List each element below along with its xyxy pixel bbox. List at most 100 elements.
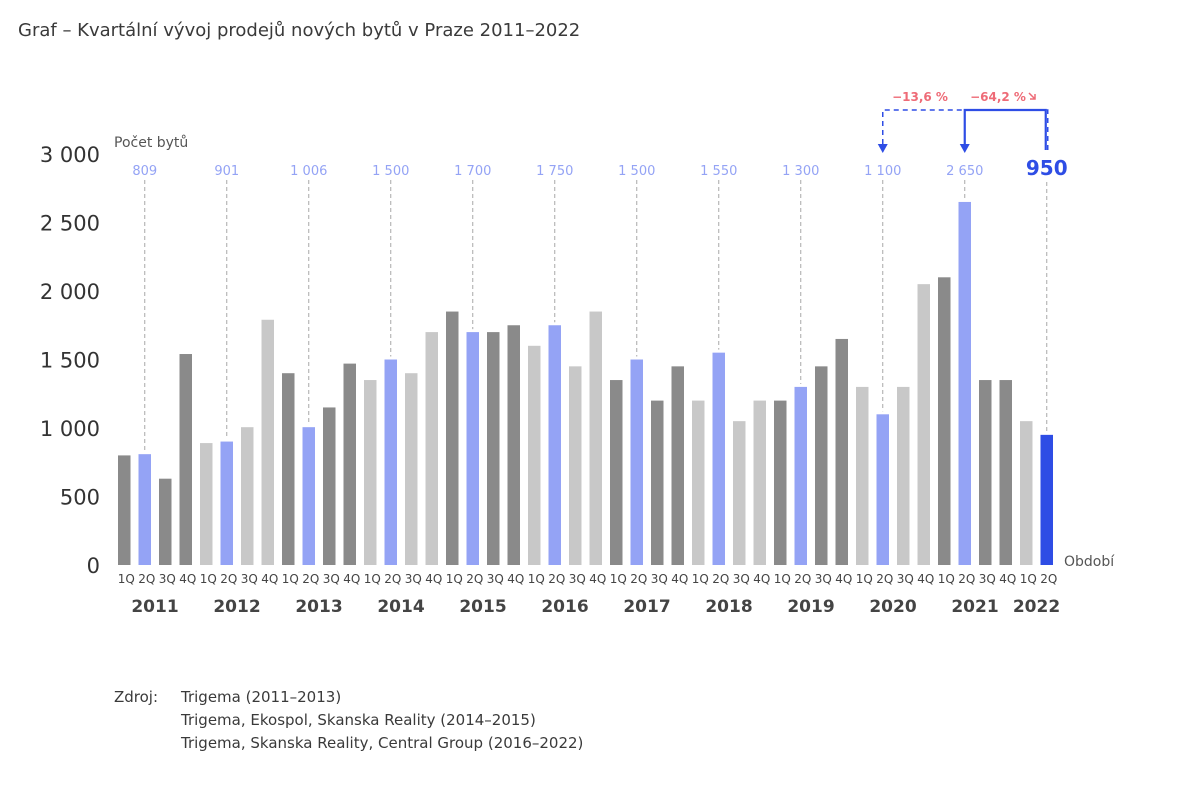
quarter-label: 1Q bbox=[446, 572, 463, 586]
value-label: 950 bbox=[1026, 156, 1068, 180]
quarter-label: 2Q bbox=[548, 572, 565, 586]
bar bbox=[958, 201, 971, 565]
bar bbox=[487, 332, 500, 565]
quarter-label: 4Q bbox=[835, 572, 852, 586]
quarter-label: 4Q bbox=[917, 572, 934, 586]
quarter-label: 2Q bbox=[958, 572, 975, 586]
bar bbox=[138, 454, 151, 565]
bar bbox=[179, 354, 192, 565]
quarter-label: 1Q bbox=[774, 572, 791, 586]
y-tick-label: 0 bbox=[87, 554, 100, 578]
quarter-label: 3Q bbox=[323, 572, 340, 586]
year-label: 2017 bbox=[623, 597, 670, 617]
bar bbox=[712, 352, 725, 565]
quarter-label: 1Q bbox=[282, 572, 299, 586]
bar bbox=[241, 427, 254, 565]
bar bbox=[1020, 421, 1033, 565]
solid-bracket bbox=[963, 108, 1047, 150]
year-label: 2013 bbox=[295, 597, 342, 617]
bar bbox=[302, 427, 315, 565]
change-label: −64,2 % bbox=[970, 90, 1026, 104]
quarter-label: 1Q bbox=[938, 572, 955, 586]
quarter-label: 2Q bbox=[630, 572, 647, 586]
quarter-label: 1Q bbox=[610, 572, 627, 586]
quarter-label: 4Q bbox=[753, 572, 770, 586]
bars bbox=[118, 201, 1053, 565]
source-line: Trigema, Ekospol, Skanska Reality (2014–… bbox=[181, 711, 536, 729]
bar bbox=[917, 284, 930, 565]
quarter-label: 4Q bbox=[343, 572, 360, 586]
bar bbox=[979, 380, 992, 565]
bar bbox=[753, 400, 766, 565]
quarter-label: 1Q bbox=[528, 572, 545, 586]
value-label: 809 bbox=[132, 164, 157, 179]
bar bbox=[733, 421, 746, 565]
year-label: 2021 bbox=[951, 597, 998, 617]
quarter-label: 1Q bbox=[1020, 572, 1037, 586]
quarter-label: 4Q bbox=[999, 572, 1016, 586]
year-label: 2020 bbox=[869, 597, 916, 617]
bar bbox=[528, 345, 541, 565]
y-tick-label: 500 bbox=[60, 486, 100, 510]
quarter-label: 1Q bbox=[692, 572, 709, 586]
quarter-label: 3Q bbox=[159, 572, 176, 586]
bar bbox=[630, 359, 643, 565]
bar bbox=[159, 478, 172, 565]
year-label: 2015 bbox=[459, 597, 506, 617]
quarter-label: 3Q bbox=[815, 572, 832, 586]
quarter-label: 3Q bbox=[241, 572, 258, 586]
chart-title: Graf – Kvartální vývoj prodejů nových by… bbox=[18, 20, 581, 41]
quarter-label: 2Q bbox=[794, 572, 811, 586]
value-label: 2 650 bbox=[946, 164, 983, 179]
change-label: −13,6 % bbox=[892, 90, 948, 104]
quarter-label: 4Q bbox=[179, 572, 196, 586]
quarter-label: 1Q bbox=[364, 572, 381, 586]
value-label: 1 006 bbox=[290, 164, 327, 179]
source-line: Trigema (2011–2013) bbox=[181, 688, 342, 706]
arrow-head bbox=[959, 144, 970, 153]
bar bbox=[692, 400, 705, 565]
quarter-label: 2Q bbox=[384, 572, 401, 586]
bar bbox=[261, 319, 274, 565]
y-tick-label: 2 000 bbox=[40, 280, 100, 304]
x-axis: 1Q 2Q 3Q 4Q 1Q 2Q 3Q 4Q 1Q 2Q 3Q 4Q 1Q 2Q 3Q 4Q 1Q 2Q 3Q 4Q… bbox=[118, 572, 1060, 617]
quarter-label: 3Q bbox=[487, 572, 504, 586]
value-label: 1 750 bbox=[536, 164, 573, 179]
value-label: 1 100 bbox=[864, 164, 901, 179]
quarter-label: 2Q bbox=[1040, 572, 1057, 586]
bar bbox=[343, 363, 356, 565]
year-label: 2018 bbox=[705, 597, 752, 617]
dashed-bracket bbox=[882, 109, 1049, 150]
value-labels: 809 901 1 006 1 500 1 700 1 750 1 500 1 550 1 30… bbox=[132, 156, 1067, 180]
quarter-label: 3Q bbox=[569, 572, 586, 586]
quarter-label: 2Q bbox=[220, 572, 237, 586]
quarter-label: 4Q bbox=[507, 572, 524, 586]
arrow-down-right-icon bbox=[1028, 92, 1036, 100]
bar bbox=[384, 359, 397, 565]
bar bbox=[1040, 434, 1053, 565]
quarter-label: 2Q bbox=[138, 572, 155, 586]
bar bbox=[405, 373, 418, 565]
quarter-label: 3Q bbox=[733, 572, 750, 586]
change-annotations: −13,6 % −64,2 % bbox=[877, 90, 1049, 153]
source-line: Trigema, Skanska Reality, Central Group … bbox=[181, 734, 584, 752]
bar bbox=[876, 414, 889, 565]
value-label: 1 500 bbox=[372, 164, 409, 179]
bar bbox=[794, 386, 807, 565]
quarter-label: 1Q bbox=[200, 572, 217, 586]
bar bbox=[651, 400, 664, 565]
year-label: 2019 bbox=[787, 597, 834, 617]
quarter-label: 3Q bbox=[651, 572, 668, 586]
value-label: 1 300 bbox=[782, 164, 819, 179]
bar bbox=[466, 332, 479, 565]
bar bbox=[220, 441, 233, 565]
y-axis-label: Počet bytů bbox=[114, 135, 188, 151]
quarter-label: 1Q bbox=[856, 572, 873, 586]
quarter-label: 1Q bbox=[118, 572, 135, 586]
quarter-label: 3Q bbox=[979, 572, 996, 586]
quarter-label: 3Q bbox=[897, 572, 914, 586]
bar bbox=[835, 338, 848, 565]
y-tick-label: 3 000 bbox=[40, 143, 100, 167]
y-axis: 0 500 1 000 1 500 2 000 2 500 3 000 bbox=[40, 143, 100, 578]
